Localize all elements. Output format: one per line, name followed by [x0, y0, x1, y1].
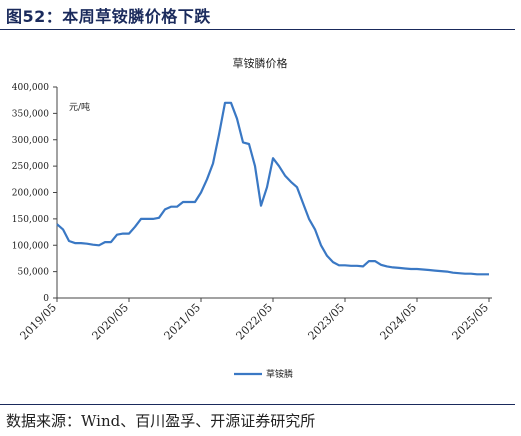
- y-axis-ticks: 0 50,000 100,000 150,000 200,000 250,000 300,0…: [12, 83, 57, 304]
- x-tick-label: 2023/05: [306, 301, 348, 343]
- y-tick-label: 250,000: [12, 162, 49, 172]
- x-tick-label: 2025/05: [450, 301, 492, 343]
- x-tick-label: 2020/05: [90, 301, 132, 343]
- y-tick-label: 300,000: [12, 136, 49, 146]
- x-tick-label: 2019/05: [18, 301, 60, 343]
- y-tick-label: 200,000: [12, 189, 49, 199]
- x-tick-label: 2022/05: [234, 301, 276, 343]
- y-axis-unit-label: 元/吨: [69, 101, 90, 113]
- title-divider: [0, 29, 515, 30]
- price-line-chart: 草铵膦价格 元/吨 0 50,000 100,000 150,000 200,000 25…: [12, 56, 492, 380]
- source-note: 数据来源：Wind、百川盈孚、开源证券研究所: [6, 412, 316, 430]
- x-tick-label: 2024/05: [378, 301, 420, 343]
- y-tick-label: 0: [43, 294, 49, 304]
- source-divider: [0, 404, 515, 405]
- x-axis-ticks: 2019/05 2020/05 2021/05 2022/05 2023/05 2024/…: [18, 298, 492, 343]
- legend-label: 草铵膦: [266, 368, 293, 380]
- figure-title: 图52：本周草铵膦价格下跌: [6, 7, 211, 26]
- chart-title: 草铵膦价格: [233, 56, 288, 70]
- y-tick-label: 150,000: [12, 215, 49, 225]
- y-tick-label: 50,000: [18, 268, 50, 278]
- y-tick-label: 350,000: [12, 109, 49, 119]
- legend: 草铵膦: [234, 368, 293, 380]
- y-tick-label: 100,000: [12, 241, 49, 251]
- series-line-caoanlin: [56, 101, 489, 276]
- x-tick-label: 2021/05: [162, 301, 204, 343]
- y-tick-label: 400,000: [12, 83, 49, 93]
